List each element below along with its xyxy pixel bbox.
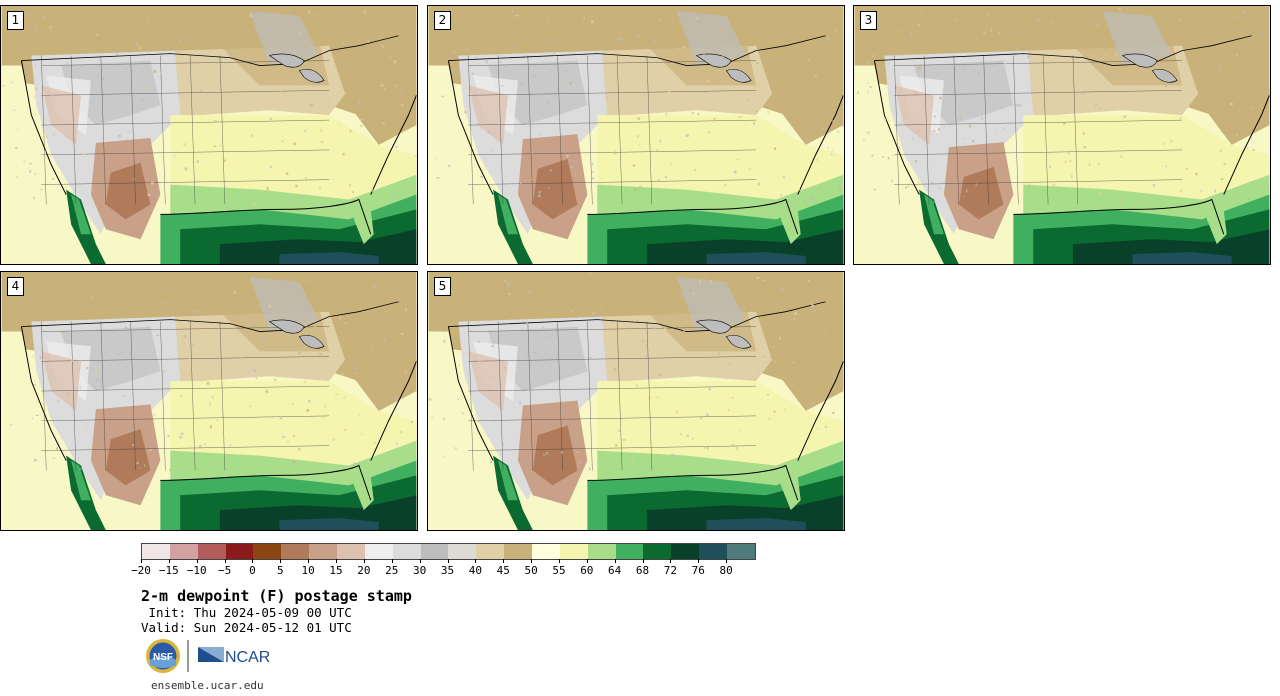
colorbar-tick — [419, 559, 421, 563]
colorbar-tick-label: −10 — [186, 564, 207, 577]
logos: NSF NCAR — [145, 638, 275, 674]
colorbar-segment — [253, 544, 282, 559]
ncar-logo-icon: NCAR — [198, 647, 270, 666]
colorbar-segment — [197, 544, 226, 559]
map-panel-1[interactable]: 1 — [0, 5, 418, 265]
colorbar-tick — [698, 559, 700, 563]
colorbar-segment — [169, 544, 198, 559]
dewpoint-map — [1, 272, 417, 530]
colorbar-tick-label: 45 — [496, 564, 510, 577]
colorbar-tick-label: 40 — [468, 564, 482, 577]
colorbar-tick — [475, 559, 477, 563]
colorbar-tick — [614, 559, 616, 563]
colorbar-tick-label: 76 — [691, 564, 705, 577]
site-url: ensemble.ucar.edu — [151, 679, 264, 692]
colorbar-segment — [448, 544, 477, 559]
colorbar-tick-label: 55 — [552, 564, 566, 577]
valid-time: Valid: Sun 2024-05-12 01 UTC — [141, 620, 352, 635]
colorbar-segment — [587, 544, 616, 559]
colorbar-segment — [337, 544, 365, 559]
panel-number: 1 — [7, 11, 24, 30]
colorbar-tick — [363, 559, 365, 563]
colorbar-tick — [224, 559, 226, 563]
colorbar-tick-label: −5 — [217, 564, 232, 577]
colorbar-tick — [308, 559, 310, 563]
colorbar-segment — [364, 544, 393, 559]
colorbar-tick-label: −15 — [158, 564, 179, 577]
colorbar-tick — [503, 559, 505, 563]
colorbar-segment — [504, 544, 533, 559]
colorbar-segment — [699, 544, 728, 559]
colorbar-tick — [196, 559, 198, 563]
map-panel-5[interactable]: 5 — [427, 271, 845, 531]
colorbar-segment — [309, 544, 338, 559]
colorbar-tick — [280, 559, 282, 563]
dewpoint-map — [428, 6, 844, 264]
colorbar-tick — [558, 559, 560, 563]
colorbar-tick-label: 10 — [301, 564, 315, 577]
colorbar-segment — [476, 544, 505, 559]
map-panel-2[interactable]: 2 — [427, 5, 845, 265]
map-panel-3[interactable]: 3 — [853, 5, 1271, 265]
colorbar-segment — [671, 544, 700, 559]
colorbar-tick-label: 72 — [663, 564, 678, 577]
colorbar-tick — [531, 559, 533, 563]
colorbar-tick — [726, 559, 728, 563]
colorbar-tick-label: 15 — [329, 564, 343, 577]
dewpoint-map — [854, 6, 1270, 264]
svg-text:NCAR: NCAR — [225, 649, 270, 666]
colorbar-segment — [420, 544, 449, 559]
colorbar-tick-label: 35 — [440, 564, 455, 577]
colorbar-tick — [168, 559, 170, 563]
colorbar-segment — [643, 544, 672, 559]
colorbar-tick-label: 68 — [635, 564, 650, 577]
colorbar-tick — [586, 559, 588, 563]
colorbar-segment — [142, 544, 170, 559]
colorbar-segment — [532, 544, 560, 559]
svg-text:NSF: NSF — [153, 652, 173, 663]
colorbar-tick — [391, 559, 393, 563]
colorbar-tick — [447, 559, 449, 563]
chart-title: 2-m dewpoint (F) postage stamp — [141, 587, 412, 605]
colorbar-tick-label: 30 — [413, 564, 427, 577]
colorbar-segment — [392, 544, 421, 559]
colorbar-segment — [615, 544, 644, 559]
colorbar — [141, 543, 756, 560]
colorbar-tick — [642, 559, 644, 563]
init-time: Init: Thu 2024-05-09 00 UTC — [141, 605, 352, 620]
dewpoint-map — [1, 6, 417, 264]
colorbar-tick — [670, 559, 672, 563]
colorbar-tick-label: 80 — [719, 564, 733, 577]
dewpoint-map — [428, 272, 844, 530]
colorbar-tick — [141, 559, 142, 563]
colorbar-tick-label: 60 — [580, 564, 594, 577]
panel-number: 5 — [434, 277, 451, 296]
map-panel-4[interactable]: 4 — [0, 271, 418, 531]
colorbar-segment — [225, 544, 254, 559]
colorbar-tick — [336, 559, 338, 563]
colorbar-tick — [252, 559, 254, 563]
colorbar-tick-label: 5 — [277, 564, 284, 577]
colorbar-tick-label: 50 — [524, 564, 538, 577]
colorbar-segment — [281, 544, 310, 559]
nsf-logo-icon: NSF — [146, 639, 180, 673]
colorbar-segment — [559, 544, 588, 559]
panel-number: 4 — [7, 277, 24, 296]
colorbar-segment — [727, 544, 755, 559]
colorbar-tick-label: −20 — [131, 564, 151, 577]
colorbar-tick-label: 0 — [249, 564, 256, 577]
colorbar-ticks: −20 −15 −10 −5 0 5 10 15 20 25 30 35 40 45 50 55 60 64 68 7… — [131, 559, 756, 579]
colorbar-tick-label: 20 — [357, 564, 371, 577]
colorbar-tick-label: 64 — [608, 564, 622, 577]
panel-number: 2 — [434, 11, 451, 30]
colorbar-tick-label: 25 — [385, 564, 399, 577]
panel-number: 3 — [860, 11, 877, 30]
